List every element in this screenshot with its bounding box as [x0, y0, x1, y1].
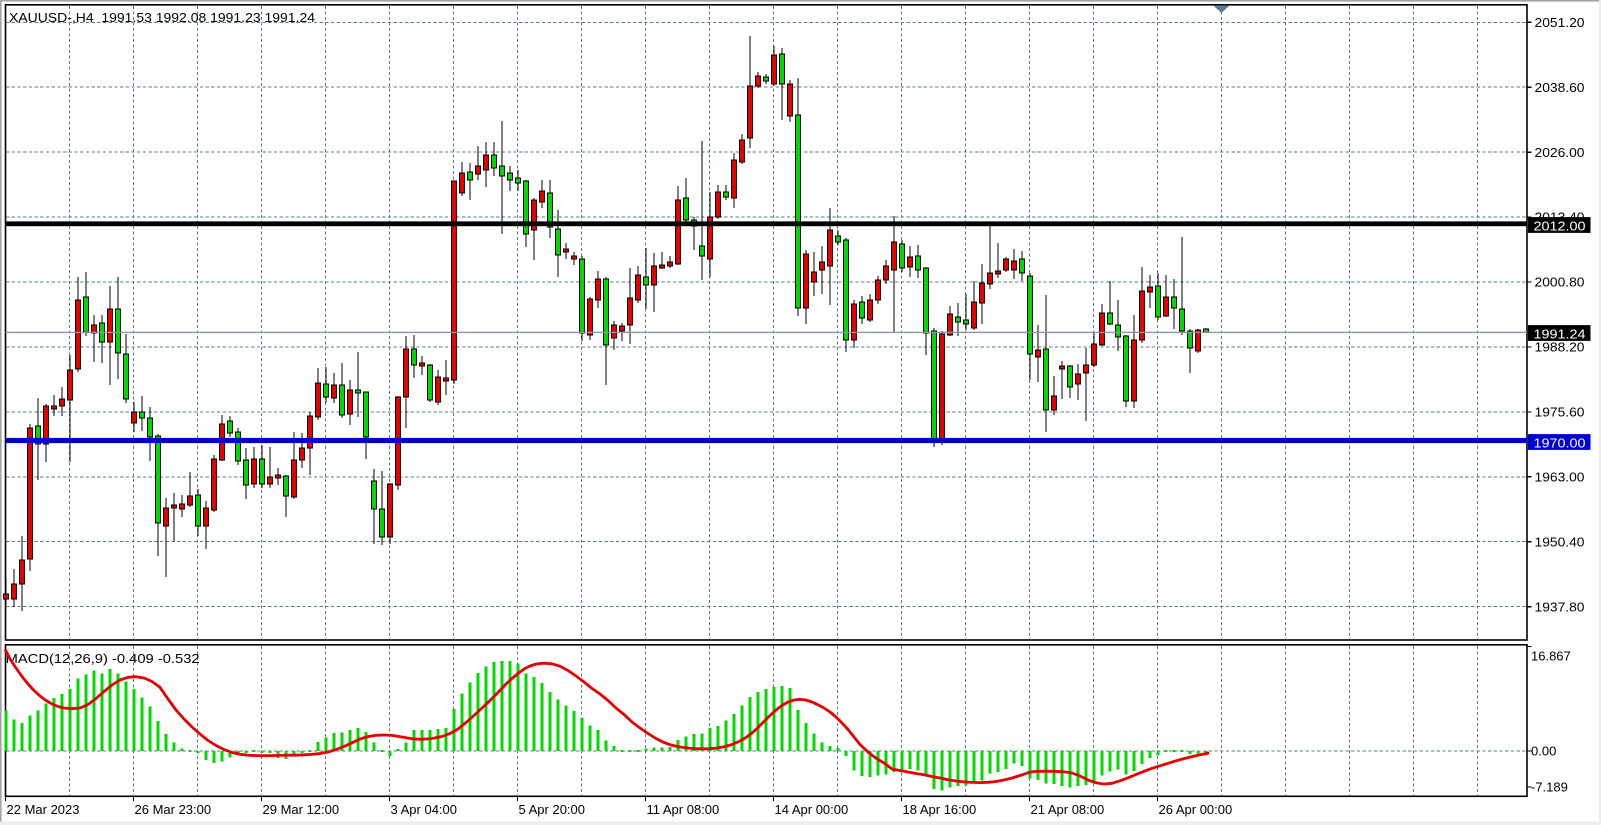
svg-text:2051.20: 2051.20 [1535, 15, 1585, 30]
svg-text:1988.20: 1988.20 [1535, 340, 1585, 355]
svg-text:26 Mar 23:00: 26 Mar 23:00 [135, 802, 212, 817]
svg-text:2000.80: 2000.80 [1535, 275, 1585, 290]
svg-text:MACD(12,26,9) -0.409 -0.532: MACD(12,26,9) -0.409 -0.532 [6, 651, 200, 666]
svg-text:5 Apr 20:00: 5 Apr 20:00 [519, 802, 586, 817]
svg-text:22 Mar 2023: 22 Mar 2023 [7, 802, 80, 817]
svg-text:1950.40: 1950.40 [1535, 534, 1585, 549]
svg-text:26 Apr 00:00: 26 Apr 00:00 [1159, 802, 1233, 817]
svg-text:1970.00: 1970.00 [1534, 435, 1586, 450]
svg-text:29 Mar 12:00: 29 Mar 12:00 [263, 802, 340, 817]
svg-text:14 Apr 00:00: 14 Apr 00:00 [775, 802, 849, 817]
svg-text:18 Apr 16:00: 18 Apr 16:00 [903, 802, 977, 817]
svg-text:11 Apr 08:00: 11 Apr 08:00 [647, 802, 720, 817]
svg-text:21 Apr 08:00: 21 Apr 08:00 [1031, 802, 1105, 817]
svg-text:2012.00: 2012.00 [1534, 218, 1586, 233]
svg-text:-7.189: -7.189 [1531, 780, 1568, 795]
svg-text:16.867: 16.867 [1531, 649, 1571, 664]
svg-text:1963.00: 1963.00 [1535, 469, 1585, 484]
svg-text:1937.80: 1937.80 [1535, 599, 1585, 614]
svg-text:2038.60: 2038.60 [1535, 80, 1585, 95]
svg-text:XAUUSD-,H4 1991.53 1992.08 19: XAUUSD-,H4 1991.53 1992.08 1991.23 1991.… [9, 10, 315, 25]
svg-text:3 Apr 04:00: 3 Apr 04:00 [391, 802, 458, 817]
svg-text:0.00: 0.00 [1531, 744, 1556, 759]
svg-text:1975.60: 1975.60 [1535, 405, 1585, 420]
svg-text:1991.24: 1991.24 [1534, 326, 1586, 341]
svg-text:2026.00: 2026.00 [1535, 145, 1585, 160]
